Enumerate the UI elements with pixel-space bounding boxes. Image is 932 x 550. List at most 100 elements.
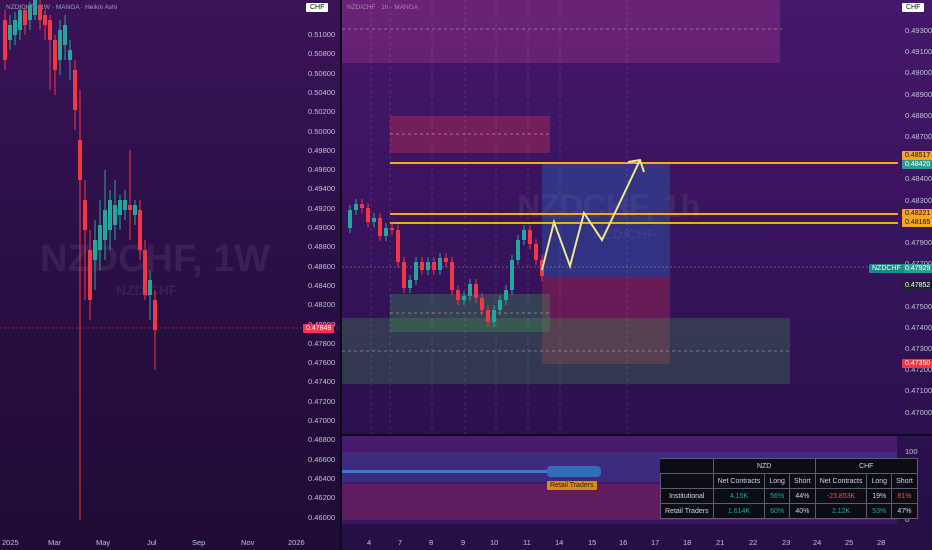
hourly-candle [438,258,442,270]
hourly-candle [426,262,430,270]
left-price-label: 0.49800 [308,145,336,155]
hourly-candle [384,228,388,236]
weekly-candle [23,10,27,25]
cot-scale-label: 0 [905,515,910,524]
weekly-candle [18,10,22,30]
cot-line [342,470,547,473]
hourly-candle [516,240,520,260]
panel-divider[interactable] [342,434,932,436]
weekly-candle [53,40,57,70]
right-price-label: 0.47000 [905,407,932,417]
hourly-candle [432,262,436,270]
cot-cell: 60% [764,503,790,519]
left-price-label: 0.49200 [308,203,336,213]
left-price-label: 0.47400 [308,377,336,387]
weekly-candle [148,280,152,295]
projection-path [541,159,641,271]
left-time-label: May [96,538,111,547]
level-line-48517[interactable] [390,162,898,164]
right-price-label: 0.49000 [905,68,932,78]
weekly-candle [28,5,32,20]
left-price-label: 0.50600 [308,68,336,78]
level-price-tag: 0.48221 [902,209,932,218]
left-price-label: 0.47800 [308,338,336,348]
level-price-tag: 0.48420 [902,160,932,169]
left-price-label: 0.48400 [308,280,336,290]
weekly-candle [58,30,62,60]
level-price-tag: 0.47350 [902,359,932,368]
left-price-label: 0.50400 [308,87,336,97]
right-time-label: 18 [683,538,692,547]
cot-cell: 47% [891,503,918,519]
cot-bar-blue [547,466,601,477]
weekly-candle [123,200,127,210]
cot-group-nzd: NZD [712,458,816,474]
weekly-candle [118,200,122,215]
cot-cell: 81% [891,488,918,504]
level-line-48165[interactable] [390,222,898,224]
left-price-label: 0.47000 [308,416,336,425]
cot-row-label: Institutional [660,488,714,504]
weekly-candle [113,205,117,225]
left-time-label: 2026 [288,538,305,547]
right-price-label: 0.47200 [905,365,932,375]
weekly-candle [38,5,42,20]
right-price-label: 0.49100 [905,47,932,57]
target-zone [542,163,670,277]
weekly-candle [93,240,97,260]
cot-cell: 44% [788,488,816,504]
level-price-tag: 0.47929 [902,264,932,273]
demand-zone-bottom [342,318,790,384]
weekly-candle [98,225,102,250]
weekly-candle [108,200,112,230]
left-time-label: Sep [192,538,206,547]
cot-row-label: Retail Traders [660,503,714,519]
weekly-candle [3,20,7,60]
left-price-label: 0.49000 [308,223,336,232]
left-price-label: 0.46800 [308,435,336,445]
hourly-candle [456,290,460,300]
right-price-label: 0.47500 [905,301,932,311]
left-price-label: 0.47200 [308,396,336,406]
weekly-candles [0,0,340,520]
hourly-candle [354,204,358,210]
hourly-candle [444,258,448,262]
left-price-label: 0.50800 [308,49,336,59]
weekly-candle [83,200,87,230]
cot-col-header: Long [866,473,893,489]
hourly-candle [522,230,526,240]
right-currency-button[interactable]: CHF [902,3,925,12]
hourly-candle [414,262,418,280]
hourly-chart-pane[interactable]: NZD/CHF · 1h · MANGA NZDCHF, 1h NZD/CHF … [340,0,932,550]
left-price-label: 0.50200 [308,107,336,117]
table-row: Institutional 4.15K 56% 44% -23.853K 19%… [660,488,918,504]
hourly-candle [504,290,508,300]
left-price-label: 0.47600 [308,358,336,368]
right-time-label: 17 [651,538,660,547]
right-time-label: 8 [429,538,434,547]
weekly-chart-pane[interactable]: NZD/CHF · 1W · MANGA · Heikin Ashi NZDCH… [0,0,340,550]
left-price-label: 0.51000 [308,30,336,39]
hourly-candle [480,298,484,310]
left-currency-button[interactable]: CHF [306,3,329,12]
right-time-label: 22 [749,538,758,547]
hourly-candle [366,208,370,222]
right-price-label: 0.47700 [905,259,932,268]
hourly-candle [498,300,502,310]
right-time-label: 15 [588,538,597,547]
right-time-label: 11 [523,538,531,547]
right-time-label: 23 [782,538,791,547]
level-price-tag: 0.47852 [902,281,932,290]
left-price-label: 0.46600 [308,454,336,464]
right-price-label: 0.47400 [905,322,932,332]
right-time-label: 10 [490,538,499,547]
right-chart-header: NZD/CHF · 1h · MANGA [347,4,419,11]
left-price-label: 0.50000 [308,126,336,136]
hourly-candle [486,310,490,322]
hourly-candle [462,296,466,300]
hourly-candle [528,230,532,244]
left-price-label: 0.49400 [308,184,336,194]
left-chart-header: NZD/CHF · 1W · MANGA · Heikin Ashi [6,4,118,11]
right-time-label: 7 [398,538,403,547]
level-line-48221[interactable] [390,213,898,215]
